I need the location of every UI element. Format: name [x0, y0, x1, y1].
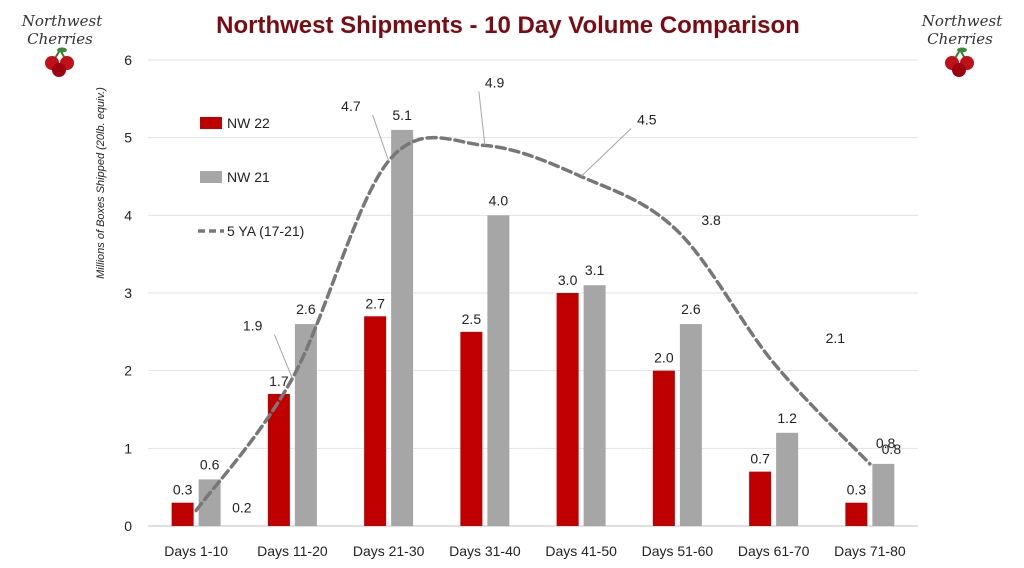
- bar-nw21: [872, 463, 895, 526]
- bar-nw22: [460, 331, 483, 526]
- data-label-nw22: 0.3: [173, 482, 193, 498]
- bar-nw21: [198, 479, 221, 526]
- data-label-nw22: 0.7: [750, 451, 770, 467]
- legend-label: 5 YA (17-21): [227, 223, 304, 239]
- y-tick-label: 5: [124, 130, 132, 146]
- data-label-nw21: 0.6: [200, 456, 220, 472]
- y-axis-label: Millions of Boxes Shipped (20lb. equiv.): [95, 87, 107, 279]
- bar-nw22: [267, 393, 290, 526]
- x-tick-label: Days 41-50: [545, 543, 617, 559]
- bar-nw22: [845, 502, 868, 526]
- y-tick-label: 0: [124, 518, 132, 534]
- data-label-five-year: 4.5: [637, 112, 657, 128]
- x-tick-label: Days 11-20: [257, 543, 328, 559]
- legend-label: NW 22: [227, 115, 270, 131]
- legend-label: NW 21: [227, 169, 270, 185]
- data-label-nw21: 1.2: [777, 410, 797, 426]
- logo-left-line1: Northwest: [21, 12, 103, 30]
- data-label-five-year: 3.8: [701, 212, 721, 228]
- y-axis-ticks: 0 1 2 3 4 5 6: [124, 52, 132, 534]
- x-tick-label: Days 61-70: [738, 543, 810, 559]
- y-tick-label: 6: [124, 52, 132, 68]
- bars: [171, 129, 895, 527]
- chart-title: Northwest Shipments - 10 Day Volume Comp…: [216, 12, 800, 39]
- data-label-nw22: 0.3: [847, 482, 867, 498]
- bar-nw22: [749, 471, 772, 526]
- y-tick-label: 2: [124, 363, 132, 379]
- data-label-five-year: 1.9: [243, 317, 263, 333]
- data-label-nw21: 4.0: [489, 192, 509, 208]
- data-label-nw22: 1.7: [269, 373, 289, 389]
- y-tick-label: 4: [124, 207, 132, 223]
- data-labels: 0.3 1.7 2.7 2.5 3.0 2.0 0.7 0.3 0.6 2.6 5.1 4.0 3.1 2…: [173, 74, 901, 515]
- data-label-nw22: 2.5: [462, 311, 482, 327]
- bar-nw21: [487, 215, 510, 527]
- data-label-five-year: 4.9: [485, 74, 505, 90]
- logo-left: Northwest Cherries: [21, 12, 103, 77]
- x-tick-label: Days 51-60: [642, 543, 714, 559]
- bar-nw21: [583, 285, 606, 526]
- bar-nw21: [391, 129, 414, 526]
- data-label-nw21: 2.6: [681, 301, 701, 317]
- data-label-nw21: 5.1: [392, 107, 412, 123]
- data-label-nw22: 2.7: [365, 295, 385, 311]
- data-label-nw21: 2.6: [296, 301, 316, 317]
- x-tick-label: Days 21-30: [353, 543, 425, 559]
- data-label-five-year: 2.1: [826, 330, 846, 346]
- data-label-nw21: 3.1: [585, 262, 605, 278]
- bar-nw22: [171, 502, 194, 526]
- leader-line: [580, 128, 632, 177]
- leader-line: [372, 114, 390, 162]
- data-label-nw22: 2.0: [654, 350, 674, 366]
- y-tick-label: 1: [124, 440, 132, 456]
- legend-swatch: [200, 171, 222, 183]
- bar-nw21: [294, 324, 317, 526]
- data-label-five-year: 0.2: [232, 499, 252, 515]
- bar-nw22: [556, 293, 579, 526]
- bar-nw22: [652, 370, 675, 526]
- bar-nw21: [679, 324, 702, 526]
- logo-right: Northwest Cherries: [921, 12, 1003, 77]
- x-tick-label: Days 31-40: [449, 543, 521, 559]
- x-axis-ticks: Days 1-10 Days 11-20 Days 21-30 Days 31-40 D…: [164, 543, 906, 559]
- leader-line: [478, 91, 486, 146]
- data-label-nw21: 0.8: [882, 441, 902, 457]
- logo-right-line1: Northwest: [921, 12, 1003, 30]
- legend-swatch: [200, 117, 222, 129]
- data-label-nw22: 3.0: [558, 272, 578, 288]
- legend: NW 22 NW 21 5 YA (17-21): [198, 115, 304, 239]
- x-tick-label: Days 1-10: [164, 543, 228, 559]
- logo-left-line2: Cherries: [27, 30, 93, 48]
- line-five-year-avg: [194, 135, 872, 513]
- bar-nw22: [364, 316, 387, 526]
- data-label-five-year: 0.8: [876, 435, 896, 451]
- data-label-five-year: 4.7: [341, 98, 361, 114]
- x-tick-label: Days 71-80: [834, 543, 906, 559]
- y-tick-label: 3: [124, 285, 132, 301]
- leader-line: [273, 334, 293, 379]
- five-year-line: [194, 135, 872, 513]
- logo-right-line2: Cherries: [927, 30, 993, 48]
- bar-nw21: [776, 432, 799, 526]
